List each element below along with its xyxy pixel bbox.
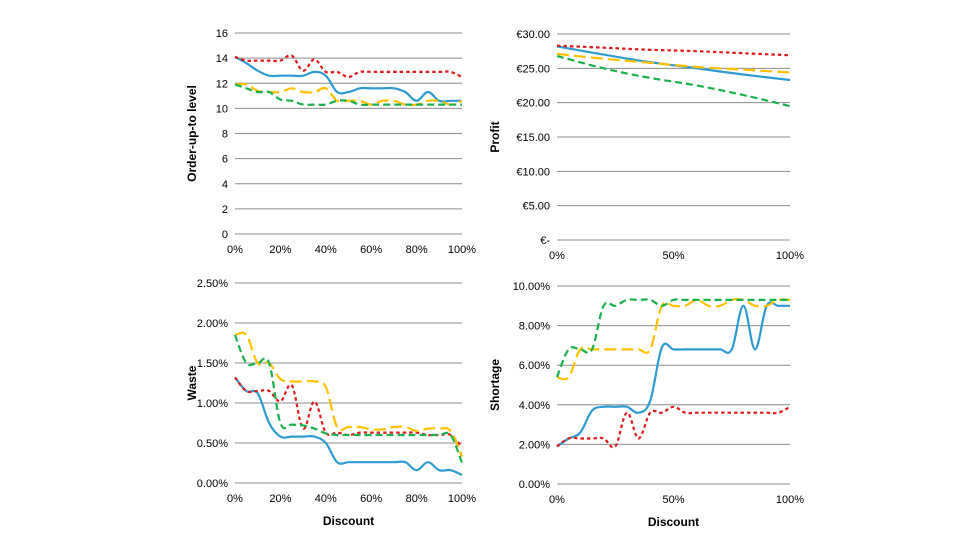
profit-y-axis-title: Profit <box>488 121 502 152</box>
order-y-tick-label: 10 <box>216 103 228 115</box>
waste-series-yellow <box>234 331 464 458</box>
shortage-x-axis-title: Discount <box>648 515 699 529</box>
shortage-series-blue <box>556 301 790 448</box>
order-y-tick-label: 8 <box>222 129 228 141</box>
waste-x-tick-label: 0% <box>227 493 243 505</box>
order-x-tick-label: 20% <box>269 244 291 256</box>
waste-y-tick-label: 1.00% <box>197 398 228 410</box>
shortage-x-tick-label: 0% <box>549 494 565 506</box>
shortage-series-yellow <box>556 297 791 381</box>
shortage-y-tick-label: 0.00% <box>519 479 550 491</box>
order-x-tick-label: 80% <box>406 244 428 256</box>
profit-y-tick-label: €25.00 <box>516 63 550 75</box>
waste-series-green <box>233 334 464 464</box>
waste-y-tick-label: 2.00% <box>197 318 228 330</box>
waste-x-axis-title: Discount <box>323 514 374 528</box>
shortage-x-tick-label: 50% <box>662 494 684 506</box>
waste-x-tick-label: 20% <box>269 493 291 505</box>
profit-series-green <box>556 54 791 108</box>
waste-y-tick-label: 2.50% <box>197 278 228 290</box>
shortage-y-tick-label: 2.00% <box>519 439 550 451</box>
waste-x-tick-label: 40% <box>315 493 337 505</box>
waste-y-tick-label: 0.50% <box>197 438 228 450</box>
profit-chart: €- €5.00 €10.00 €15.00 €20.00 €25.00 €30.00 0% 5… <box>488 29 804 262</box>
order-x-tick-label: 60% <box>360 244 382 256</box>
order-y-tick-label: 6 <box>222 154 228 166</box>
shortage-series-green <box>555 298 790 378</box>
shortage-chart: 0.00% 2.00% 4.00% 6.00% 8.00% 10.00% 0% 50% 100%… <box>488 281 804 529</box>
waste-y-tick-label: 1.50% <box>197 358 228 370</box>
waste-x-tick-label: 60% <box>360 493 382 505</box>
order-x-tick-label: 0% <box>227 244 243 256</box>
profit-y-tick-label: €- <box>540 235 550 247</box>
profit-y-tick-label: €15.00 <box>516 132 550 144</box>
profit-y-tick-label: €10.00 <box>516 166 550 178</box>
profit-x-tick-label: 0% <box>549 250 565 262</box>
profit-y-tick-label: €30.00 <box>516 29 550 41</box>
shortage-y-axis-title: Shortage <box>488 359 502 411</box>
waste-chart: 0.00% 0.50% 1.00% 1.50% 2.00% 2.50% 0% 20% 40% 60… <box>185 278 476 528</box>
order-x-tick-label: 100% <box>448 244 476 256</box>
order-x-tick-label: 40% <box>315 244 337 256</box>
profit-series-red <box>556 44 791 57</box>
order-y-tick-label: 2 <box>222 204 228 216</box>
profit-series-blue <box>556 45 791 82</box>
profit-y-tick-label: €20.00 <box>516 98 550 110</box>
waste-y-axis-title: Waste <box>185 365 199 400</box>
order-y-tick-label: 14 <box>216 53 228 65</box>
profit-y-tick-label: €5.00 <box>522 201 550 213</box>
order-y-tick-label: 12 <box>216 78 228 90</box>
profit-x-tick-label: 50% <box>662 250 684 262</box>
shortage-series-red <box>556 405 791 449</box>
profit-series-yellow <box>556 52 791 74</box>
order-y-tick-label: 16 <box>216 28 228 40</box>
shortage-y-tick-label: 6.00% <box>519 360 550 372</box>
order-series-yellow <box>234 82 463 107</box>
profit-x-tick-label: 100% <box>776 250 804 262</box>
order-y-tick-label: 0 <box>222 229 228 241</box>
waste-y-tick-label: 0.00% <box>197 478 228 490</box>
waste-x-tick-label: 80% <box>406 493 428 505</box>
order-series-green <box>234 83 462 107</box>
shortage-x-tick-label: 100% <box>776 494 804 506</box>
waste-x-tick-label: 100% <box>448 493 476 505</box>
shortage-y-tick-label: 8.00% <box>519 321 550 333</box>
waste-series-red <box>234 376 463 448</box>
shortage-y-tick-label: 10.00% <box>513 281 551 293</box>
waste-series-blue <box>234 376 463 477</box>
order-y-tick-label: 4 <box>222 179 228 191</box>
order-series-blue <box>234 55 462 103</box>
order-chart: 0 2 4 6 8 10 12 14 16 0% 20% 40% 60% 80% 100% Order-up-… <box>185 28 476 256</box>
shortage-y-tick-label: 4.00% <box>519 400 550 412</box>
order-y-axis-title: Order-up-to level <box>185 85 199 182</box>
